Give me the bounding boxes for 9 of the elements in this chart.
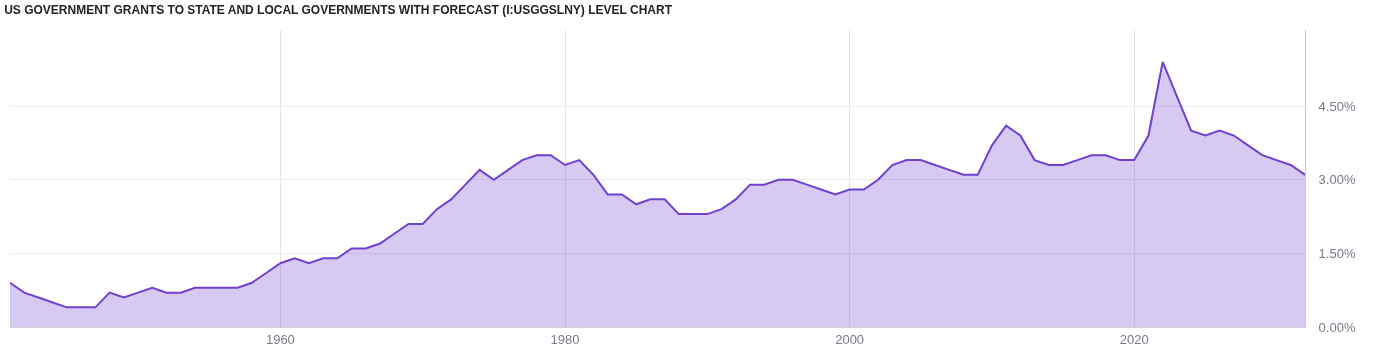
y-tick-label: 4.50%: [1318, 98, 1356, 114]
x-tick-label: 1960: [265, 331, 295, 347]
chart-title: US GOVERNMENT GRANTS TO STATE AND LOCAL GOVERNMENTS WITH FORECAST (I:USGGSLNY) LEVEL CHART: [4, 2, 673, 17]
x-tick-label: 2000: [835, 331, 865, 347]
y-tick-label: 1.50%: [1318, 245, 1356, 261]
y-tick-label: 0.00%: [1318, 319, 1356, 335]
y-tick-label: 3.00%: [1318, 172, 1356, 188]
x-tick-label: 1980: [550, 331, 580, 347]
x-tick-label: 2020: [1119, 331, 1149, 347]
